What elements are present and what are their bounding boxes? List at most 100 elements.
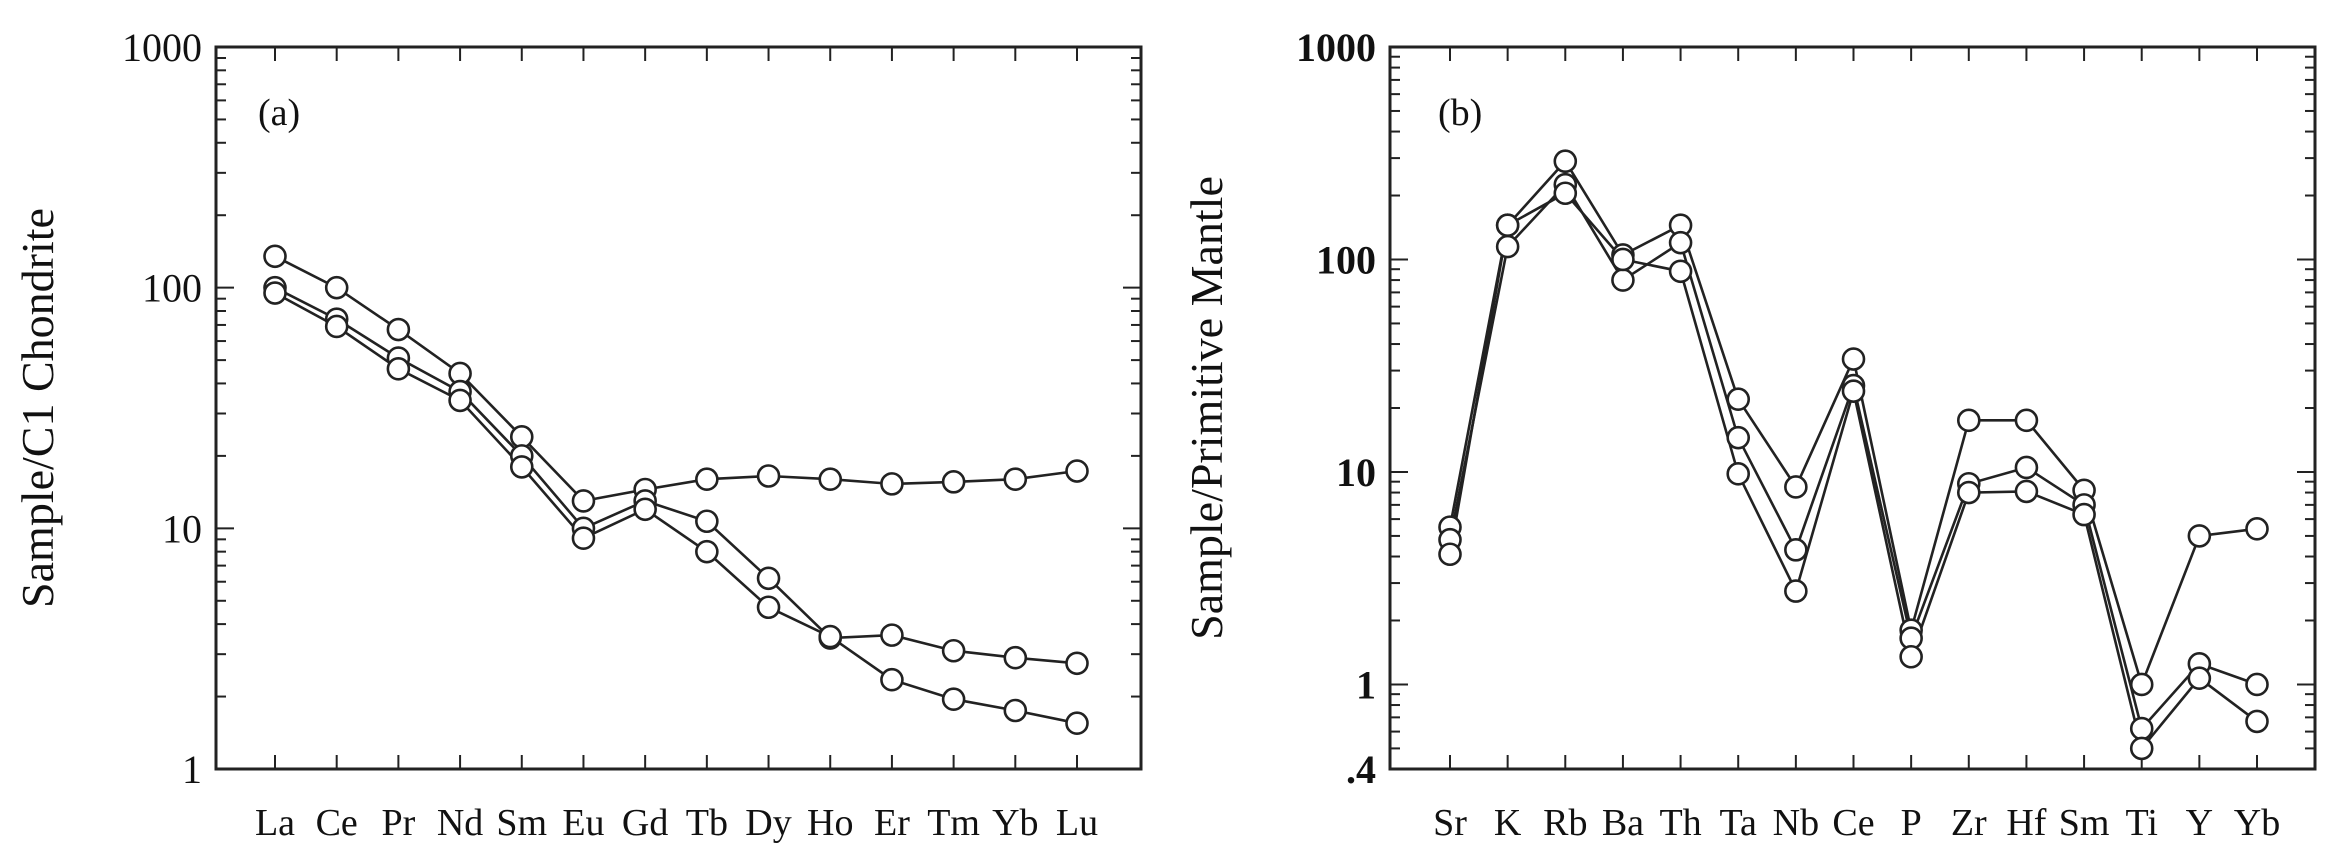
panel-a-y-axis-title: Sample/C1 Chondrite (12, 208, 63, 608)
panel-b-data-point (2245, 672, 2269, 697)
panel-b-data-point (1668, 230, 1693, 255)
panel-a-category-label: Ho (807, 802, 853, 844)
panel-a-data-point (263, 281, 287, 305)
panel-a-data-point (1065, 459, 1089, 483)
panel-b-category-label: Sm (2059, 802, 2110, 844)
panel-a-category-label: Lu (1056, 802, 1098, 844)
panel-b-series-line-2 (1448, 182, 2258, 732)
panel-a-data-point (1003, 645, 1028, 670)
panel-b-category-label: Yb (2234, 802, 2280, 844)
panel-b-data-point (2129, 672, 2154, 697)
panel-a-ticks (216, 46, 1141, 770)
panel-b-data-point (2014, 479, 2039, 504)
panel-b-category-label: Y (2186, 802, 2213, 844)
panel-b-data-point (1899, 644, 1923, 669)
panel-b-category-label: Ti (2125, 802, 2157, 844)
panel-b-labels: 1000 100 10 1 .4 Sr K Rb Ba Th Ta Nb Ce P Zr Hf Sm Ti Y Yb (1296, 25, 2280, 844)
panel-a-category-label: Pr (381, 802, 415, 844)
panel-b-category-label: Rb (1543, 802, 1587, 844)
panel-a-data-point (1003, 467, 1028, 492)
panel-b-series-line-1 (1448, 159, 2258, 689)
panel-a-data-point (386, 317, 411, 342)
panel-a-data-point (756, 566, 781, 591)
panel-a-data-point (324, 275, 349, 300)
panel-a-y-tick-label: 100 (142, 266, 202, 311)
panel-a-data-point (1003, 698, 1028, 723)
panel-a-data-point (263, 244, 287, 269)
panel-a-category-label: Er (874, 802, 910, 844)
panel-b-data-point (1784, 538, 1808, 562)
panel-a-axis-frame (214, 45, 1143, 771)
panel-b-category-label: Ba (1602, 802, 1644, 844)
panel-a-data-point (633, 497, 657, 522)
panel-b-data-point (2014, 455, 2039, 480)
panel-a-data-point (880, 623, 904, 647)
panel-b-data-point (1553, 181, 1578, 206)
panel-b-category-label: Ce (1832, 802, 1874, 844)
panel-a-category-label: Tm (927, 802, 980, 844)
panel-b-data-point (2245, 709, 2269, 734)
panel-a-data-point (880, 667, 904, 692)
panel-a-data-point (941, 638, 966, 663)
panel-a-chart: 1000 100 10 1 La Ce Pr Nd Sm Eu Gd Tb Dy Ho Er Tm Yb Lu (… (12, 25, 1143, 844)
panel-b-y-tick-label: 1 (1356, 662, 1376, 707)
panel-b-y-tick-label: .4 (1346, 747, 1376, 792)
panel-a-data-point (941, 687, 966, 711)
panel-a-category-label: La (255, 802, 295, 844)
panel-b-category-label: Nb (1773, 802, 1819, 844)
panel-a-data-point (756, 464, 781, 488)
panel-b-data-point (1726, 425, 1751, 450)
panel-b-category-label: Zr (1951, 802, 1987, 844)
panel-a-data-point (818, 467, 843, 492)
panel-a-data-point (1065, 651, 1089, 676)
panel-a-data-point (941, 470, 966, 494)
panel-b-data-point (1784, 475, 1808, 499)
panel-a-data-point (695, 467, 719, 492)
panel-a-category-label: Nd (437, 802, 483, 844)
panel-a-category-label: Tb (686, 802, 728, 844)
panel-a-data-point (1065, 711, 1089, 735)
panel-b-data-point (1495, 234, 1520, 259)
panel-b-data-point (2187, 666, 2212, 691)
panel-b-data-point (1841, 379, 1866, 403)
panel-b-category-label: Th (1659, 802, 1701, 844)
panel-a-data-point (386, 357, 411, 381)
panel-a-y-tick-label: 1 (182, 747, 202, 792)
panel-b-category-label: Hf (2006, 802, 2046, 844)
panel-a-series (263, 244, 1089, 735)
panel-a-data-point (695, 509, 719, 534)
panel-a-data-point (818, 624, 843, 649)
panel-b-category-label: Sr (1433, 802, 1467, 844)
panel-b-series (1438, 149, 2269, 761)
panel-b-data-point (1495, 213, 1520, 237)
panel-b-label: (b) (1438, 92, 1482, 134)
panel-b-y-axis-title: Sample/Primitive Mantle (1181, 176, 1232, 640)
panel-b-data-point (1956, 408, 1981, 433)
panel-a-category-label: Yb (992, 802, 1038, 844)
panel-a-category-label: Gd (622, 802, 668, 844)
panel-b-data-point (1668, 259, 1693, 284)
panel-a-data-point (324, 314, 349, 339)
panel-b-data-point (1726, 387, 1751, 412)
panel-b-data-point (1784, 579, 1808, 603)
panel-b-data-point (1726, 462, 1751, 486)
panel-a-category-label: Eu (562, 802, 604, 844)
panel-b-data-point (1956, 480, 1981, 505)
panel-a-data-point (509, 455, 534, 479)
panel-b-category-label: K (1494, 802, 1522, 844)
panel-a-data-point (448, 388, 472, 413)
panel-b-data-point (1553, 149, 1578, 174)
panel-b-data-point (2014, 408, 2039, 433)
panel-b-y-tick-label: 1000 (1296, 25, 1376, 70)
panel-a-data-point (880, 472, 904, 496)
panel-b-data-point (1611, 247, 1635, 272)
panel-b-y-tick-label: 10 (1336, 450, 1376, 495)
panel-b-category-label: Ta (1719, 802, 1757, 844)
panel-b-data-point (1611, 268, 1635, 292)
panel-a-data-point (571, 489, 596, 513)
panel-a-data-point (695, 539, 719, 564)
panel-b-data-point (2245, 517, 2269, 541)
panel-b-y-tick-label: 100 (1316, 237, 1376, 282)
